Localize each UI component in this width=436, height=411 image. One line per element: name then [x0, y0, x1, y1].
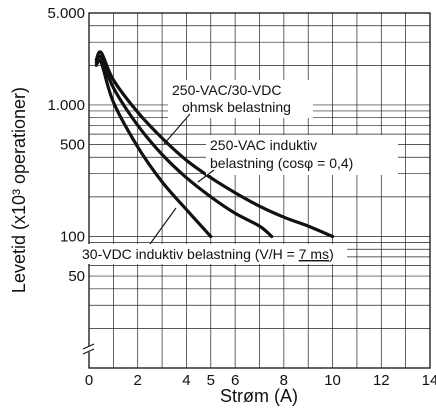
axis-break-slash [82, 343, 95, 350]
ohmic-label-line2: ohmsk belastning [182, 99, 291, 115]
y-tick-label: 50 [68, 268, 85, 285]
grid-lines [89, 13, 430, 368]
x-tick-label: 5 [207, 372, 215, 389]
y-tick-label: 5.000 [47, 5, 85, 22]
ac-inductive-label-background [206, 135, 398, 175]
plot-frame [88, 12, 431, 369]
x-tick-label: 14 [422, 372, 436, 389]
axis-break-slash [82, 348, 95, 355]
ohmic-load-curve [94, 50, 335, 239]
dc-inductive-label: 30-VDC induktiv belastning (V/H = 7 ms) [82, 246, 334, 262]
x-tick-labels: 0 2 4 5 6 8 10 12 14 [85, 372, 436, 389]
axis-break-marker [82, 343, 95, 355]
x-axis-label: Strøm (A) [220, 386, 298, 406]
y-axis-label: Levetid (x10³ operationer) [9, 87, 29, 293]
x-tick-label: 0 [85, 372, 93, 389]
x-tick-label: 8 [280, 372, 288, 389]
dc-inductive-label-value: 7 ms [299, 246, 329, 262]
ohmic-label-leader [163, 113, 191, 145]
dc-inductive-label-close: ) [329, 246, 334, 262]
ac-inductive-load-curve [94, 54, 274, 239]
x-tick-label: 12 [373, 372, 390, 389]
ohmic-label-background [168, 80, 313, 118]
axis-break-gap [85, 346, 93, 352]
x-tick-label: 10 [324, 372, 341, 389]
ac-inductive-label-leader [197, 169, 215, 183]
ac-inductive-label-line2: belastning (cosφ = 0,4) [210, 155, 353, 171]
ac-inductive-label-line1: 250-VAC induktiv [210, 137, 317, 153]
ohmic-label-line1: 250-VAC/30-VDC [172, 82, 281, 98]
y-tick-label: 500 [60, 137, 85, 154]
x-tick-label: 6 [231, 372, 239, 389]
dc-inductive-label-leader [149, 207, 177, 245]
y-tick-labels: 5.000 1.000 500 100 50 [47, 5, 85, 285]
x-tick-label: 4 [182, 372, 190, 389]
y-tick-label: 100 [60, 228, 85, 245]
dc-inductive-label-text: 30-VDC induktiv belastning (V/H = [82, 246, 299, 262]
dc-inductive-label-background [77, 244, 347, 264]
series-lines [94, 50, 335, 239]
x-tick-label: 2 [134, 372, 142, 389]
dc-inductive-load-curve [94, 58, 213, 239]
y-tick-label: 1.000 [47, 97, 85, 114]
